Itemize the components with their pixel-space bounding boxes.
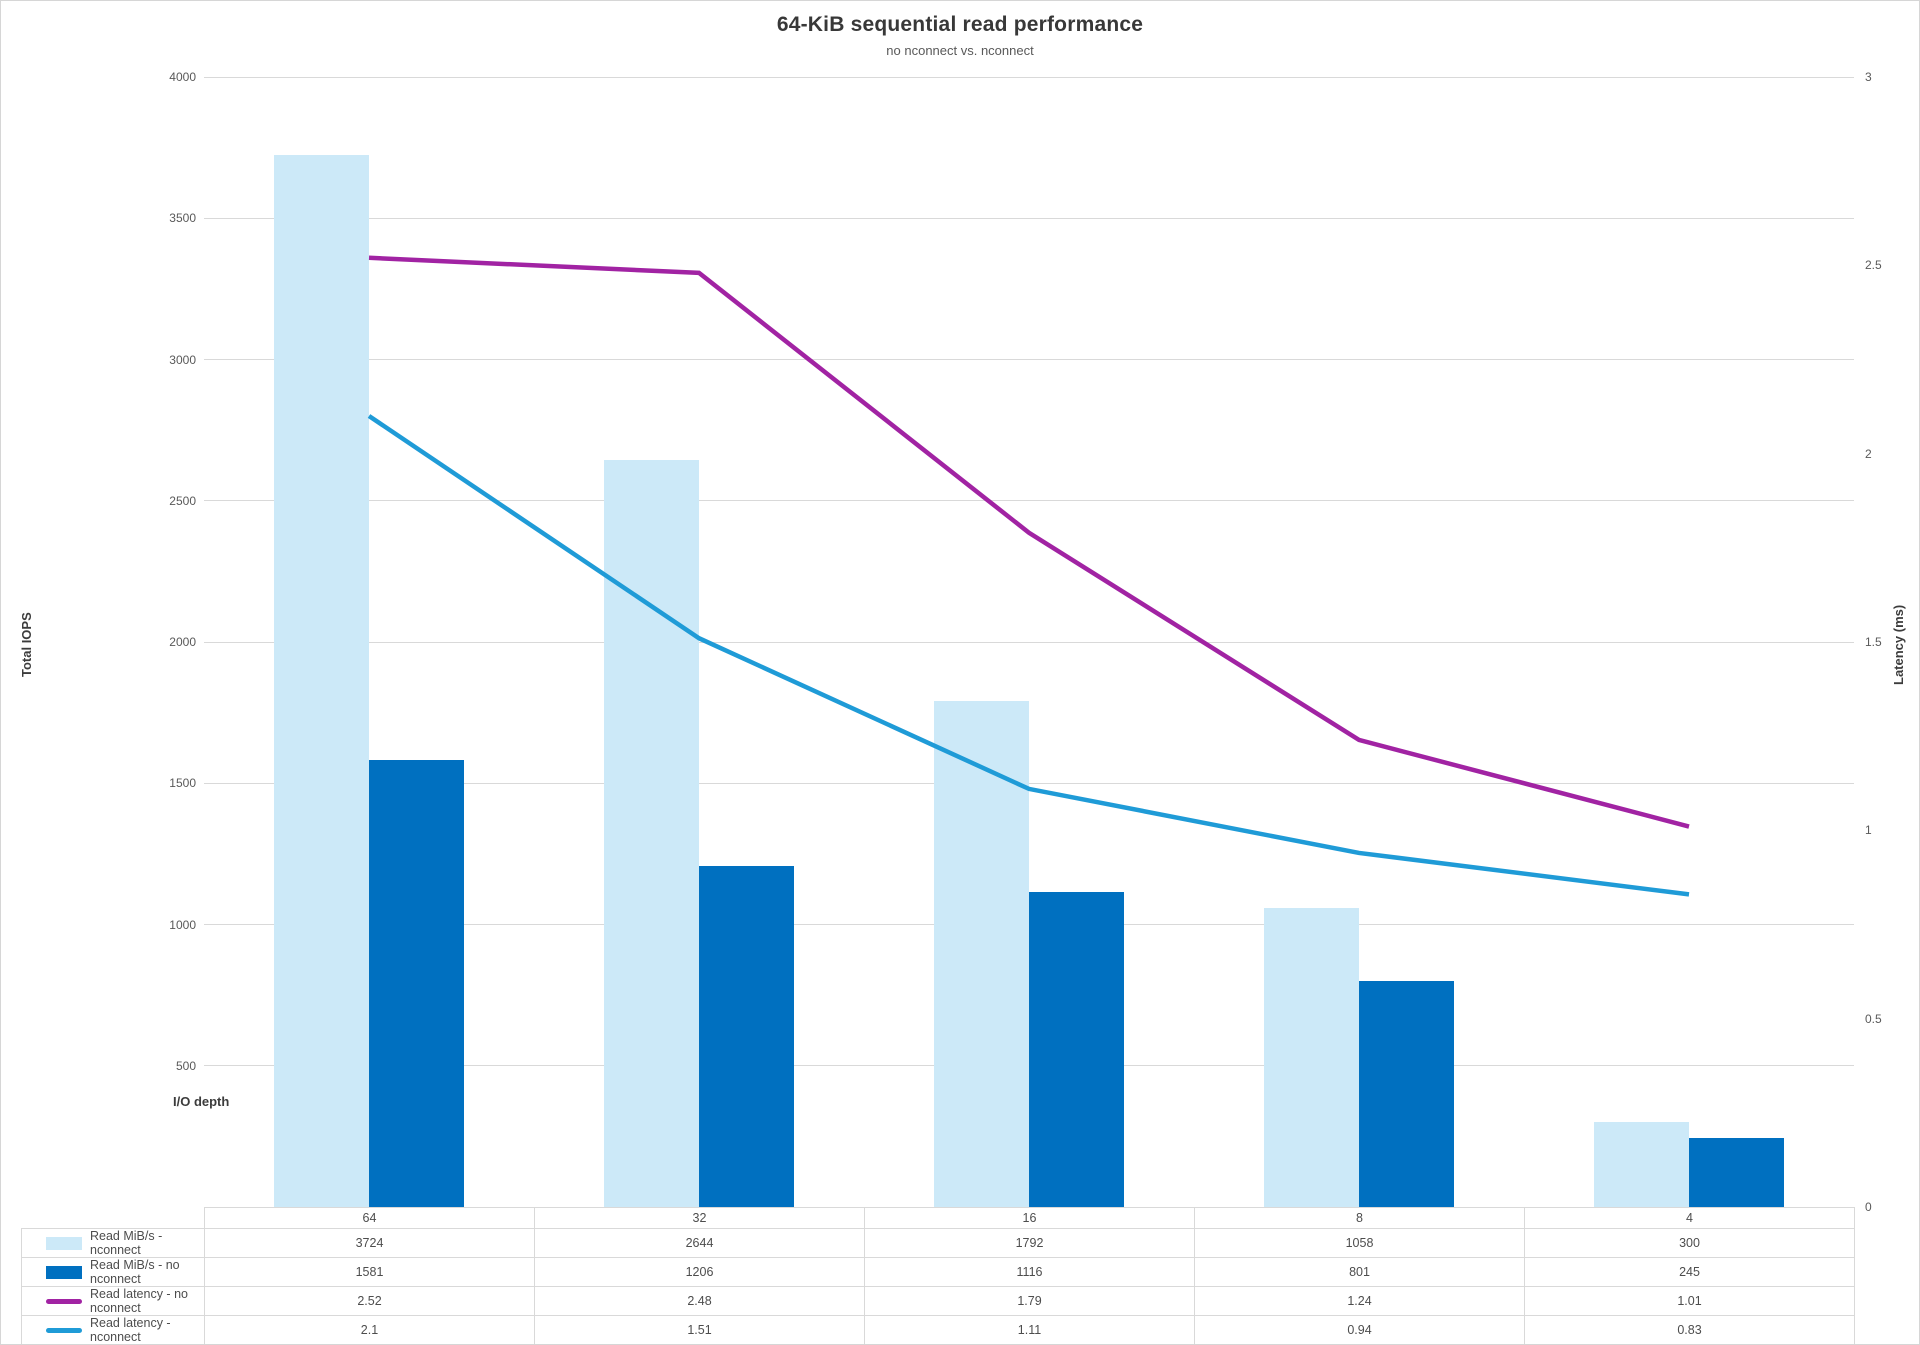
chart-data-table: 64 32 16 8 4 Read MiB/s - nconnect 3724 2644 179… (21, 1207, 1855, 1344)
table-value-cell: 1.01 (1524, 1286, 1855, 1316)
table-header-row: 64 32 16 8 4 (22, 1207, 1855, 1229)
table-value-cell: 2.1 (204, 1315, 535, 1344)
table-value-cell: 1116 (864, 1257, 1195, 1287)
legend-cell: Read latency - no nconnect (21, 1286, 205, 1316)
table-header-cell: 4 (1524, 1207, 1855, 1229)
left-axis-title: Total IOPS (19, 612, 34, 677)
table-row: Read latency - nconnect 2.1 1.51 1.11 0.94 0.… (21, 1315, 1855, 1344)
bar-read-mib-s-nconnect (604, 460, 699, 1207)
right-axis-tick-label: 2.5 (1865, 258, 1882, 273)
right-axis-tick-label: 1.5 (1865, 635, 1882, 649)
right-axis-tick-label: 0.5 (1865, 1011, 1882, 1026)
line-read-latency-nconnect (367, 414, 1690, 897)
left-axis-tick-label: 1000 (169, 917, 196, 932)
legend-swatch-bar (46, 1265, 82, 1279)
line-read-latency-no-nconnect (368, 255, 1690, 829)
left-axis-tick-label: 1500 (169, 776, 196, 791)
left-axis-tick-label: 2000 (169, 635, 196, 649)
table-header-cell: 32 (534, 1207, 865, 1229)
gridline (204, 641, 1854, 643)
table-value-cell: 1.79 (864, 1286, 1195, 1316)
table-row: Read MiB/s - nconnect 3724 2644 1792 1058 300 (21, 1228, 1855, 1258)
table-value-cell: 2.48 (534, 1286, 865, 1316)
x-axis-title: I/O depth (173, 1094, 230, 1109)
gridline (204, 217, 1854, 219)
table-value-cell: 0.83 (1524, 1315, 1855, 1344)
chart-title: 64-KiB sequential read performance (776, 13, 1144, 36)
bar-read-mib-s-nconnect (1264, 908, 1359, 1207)
legend-label: Read MiB/s - no nconnect (90, 1258, 180, 1286)
plot-area (204, 76, 1854, 1207)
bar-read-mib-s-no-nconnect (369, 760, 464, 1207)
table-header-cell: 64 (204, 1207, 535, 1229)
legend-cell: Read MiB/s - no nconnect (21, 1257, 205, 1287)
left-axis-tick-label: 3000 (169, 352, 196, 367)
table-corner-blank (22, 1208, 205, 1229)
legend-label: Read MiB/s - nconnect (90, 1229, 163, 1257)
table-row: Read latency - no nconnect 2.52 2.48 1.79 1.… (21, 1286, 1855, 1316)
bar-read-mib-s-no-nconnect (1359, 980, 1454, 1207)
table-value-cell: 0.94 (1194, 1315, 1525, 1344)
legend-swatch-bar (46, 1236, 82, 1250)
legend-swatch-line (46, 1327, 82, 1333)
table-value-cell: 801 (1194, 1257, 1525, 1287)
table-value-cell: 1581 (204, 1257, 535, 1287)
bar-read-mib-s-nconnect (274, 154, 369, 1207)
legend-label: Read latency - no nconnect (90, 1287, 188, 1315)
bar-read-mib-s-no-nconnect (699, 866, 794, 1207)
table-header-cell: 8 (1194, 1207, 1525, 1229)
gridline (204, 76, 1854, 78)
left-axis-tick-label: 3500 (169, 211, 196, 226)
legend-cell: Read latency - nconnect (21, 1315, 205, 1344)
left-axis-tick-label: 4000 (169, 70, 196, 84)
table-value-cell: 1.11 (864, 1315, 1195, 1344)
table-header-cell: 16 (864, 1207, 1195, 1229)
table-row: Read MiB/s - no nconnect 1581 1206 1116 801 2… (21, 1257, 1855, 1287)
left-axis-tick-label: 500 (175, 1058, 196, 1073)
gridline (204, 500, 1854, 502)
chart-subtitle: no nconnect vs. nconnect (886, 43, 1034, 58)
bar-read-mib-s-nconnect (1594, 1122, 1689, 1207)
gridline (204, 359, 1854, 360)
legend-swatch-line (46, 1298, 82, 1304)
right-axis-tick-label: 0 (1865, 1200, 1872, 1214)
left-axis-tick-label: 2500 (169, 493, 196, 508)
table-value-cell: 1.24 (1194, 1286, 1525, 1316)
table-value-cell: 2.52 (204, 1286, 535, 1316)
table-value-cell: 2644 (534, 1228, 865, 1258)
bar-read-mib-s-no-nconnect (1689, 1137, 1784, 1207)
table-value-cell: 1792 (864, 1228, 1195, 1258)
data-table: 64 32 16 8 4 Read MiB/s - nconnect 3724 2644 179… (21, 1207, 1855, 1344)
legend-label: Read latency - nconnect (90, 1316, 171, 1344)
bar-read-mib-s-nconnect (934, 700, 1029, 1207)
table-value-cell: 1.51 (534, 1315, 865, 1344)
table-value-cell: 3724 (204, 1228, 535, 1258)
table-value-cell: 245 (1524, 1257, 1855, 1287)
right-axis-tick-label: 3 (1865, 70, 1872, 84)
right-axis-tick-label: 1 (1865, 823, 1872, 838)
table-value-cell: 1058 (1194, 1228, 1525, 1258)
right-axis-tick-label: 2 (1865, 446, 1872, 461)
table-value-cell: 300 (1524, 1228, 1855, 1258)
table-value-cell: 1206 (534, 1257, 865, 1287)
bar-read-mib-s-no-nconnect (1029, 891, 1124, 1207)
legend-cell: Read MiB/s - nconnect (21, 1228, 205, 1258)
